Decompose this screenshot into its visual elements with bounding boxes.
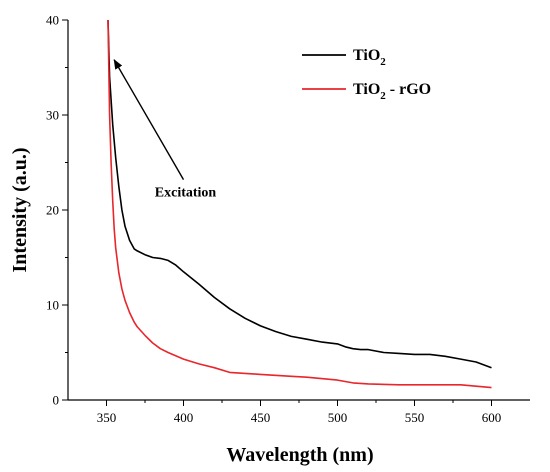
y-tick-label: 20	[46, 203, 59, 218]
y-tick-label: 40	[46, 13, 59, 28]
annotation-label-1: Excitation	[155, 186, 217, 201]
x-tick-label: 400	[174, 410, 194, 425]
annotations: Excitation	[113, 59, 217, 201]
legend: TiO2 TiO2 - rGO	[302, 47, 431, 102]
x-tick-label: 500	[328, 410, 348, 425]
series-line-1	[107, 19, 492, 369]
y-axis-title: Intensity (a.u.)	[9, 147, 31, 272]
series-line-2	[107, 19, 492, 389]
y-ticks: 0 10 20 30 40	[46, 13, 68, 408]
y-tick-label: 0	[53, 393, 60, 408]
y-tick-label: 30	[46, 108, 59, 123]
x-axis-title: Wavelength (nm)	[226, 444, 373, 466]
plot-series	[107, 19, 492, 389]
x-ticks: 350 400 450 500 550 600	[97, 400, 502, 425]
x-tick-label: 600	[482, 410, 502, 425]
x-tick-label: 450	[251, 410, 271, 425]
annotation-arrow-1	[113, 59, 185, 180]
legend-label-2: TiO2 - rGO	[353, 81, 431, 102]
y-tick-label: 10	[46, 298, 59, 313]
x-tick-label: 550	[405, 410, 425, 425]
x-tick-label: 350	[97, 410, 117, 425]
axes	[67, 20, 530, 401]
legend-label-1: TiO2	[353, 47, 386, 68]
